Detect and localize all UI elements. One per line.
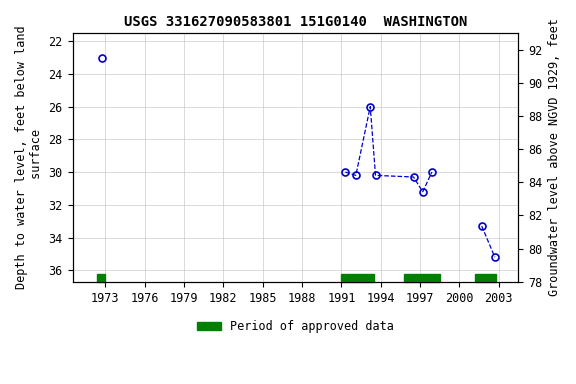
Bar — [97, 274, 105, 282]
Bar — [475, 274, 496, 282]
Bar — [342, 274, 374, 282]
Y-axis label: Groundwater level above NGVD 1929, feet: Groundwater level above NGVD 1929, feet — [548, 18, 561, 296]
Title: USGS 331627090583801 151G0140  WASHINGTON: USGS 331627090583801 151G0140 WASHINGTON — [124, 15, 467, 29]
Y-axis label: Depth to water level, feet below land
 surface: Depth to water level, feet below land su… — [15, 26, 43, 289]
Bar — [404, 274, 440, 282]
Legend: Period of approved data: Period of approved data — [192, 316, 399, 338]
